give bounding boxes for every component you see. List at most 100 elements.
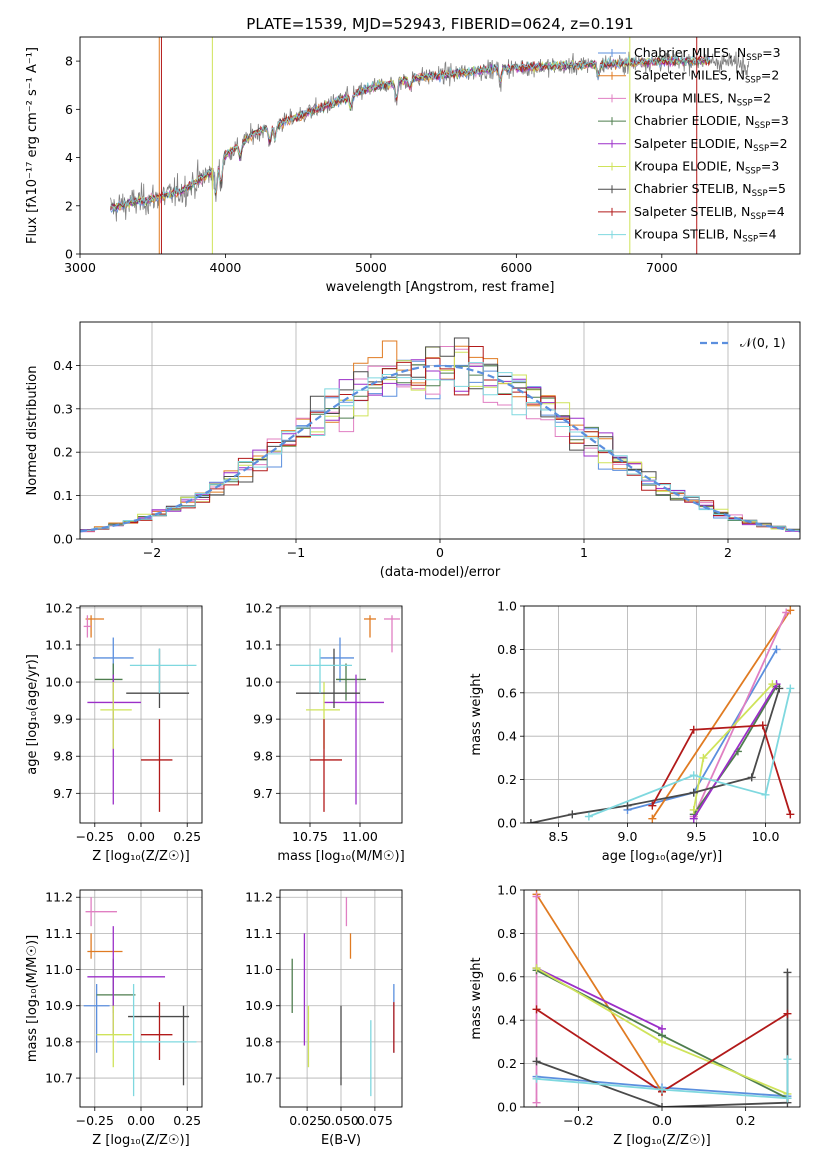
- normal-distribution-curve: [80, 364, 800, 533]
- age_vs_Z-x-label: Z [log₁₀(Z/Z☉)]: [92, 849, 189, 864]
- weight-marker-krou_stelib: [532, 1074, 541, 1083]
- weight-line-krou_stelib: [588, 688, 792, 818]
- weight-marker-krou_stelib: [658, 1085, 666, 1094]
- weight_vs_age-y-label: mass weight: [469, 673, 484, 755]
- mass_vs_ebv-y-tick-label: 11.2: [245, 890, 273, 905]
- mass_vs_Z-y-tick-label: 11.2: [45, 890, 73, 905]
- weight-marker-krou_elodie: [532, 964, 541, 973]
- residuals-y-tick-label: 0.1: [53, 488, 73, 503]
- age_vs_mass-ticks: 10.75 11.00 9.7 9.8 9.9 10.0 10.1 10.2: [245, 600, 378, 844]
- weight_vs_Z-y-tick-label: 0.4: [497, 1013, 517, 1028]
- mass_vs_ebv-x-tick-label: 0.050: [323, 1113, 359, 1128]
- weight_vs_age-y-tick-label: 0.6: [497, 685, 517, 700]
- weight-marker-chab_stelib: [747, 773, 756, 782]
- errorbar-point-krou_stelib: [116, 984, 197, 1097]
- weight_vs_Z-x-tick-label: 0.0: [652, 1113, 672, 1128]
- weight-marker-salp_miles: [648, 814, 657, 823]
- errorbar-point-chab_stelib: [296, 648, 360, 709]
- weight-marker-chab_miles: [772, 645, 781, 654]
- spectrum-y-tick-label: 4: [65, 150, 73, 165]
- weight-marker-krou_stelib: [584, 812, 593, 821]
- weight_vs_Z-plot-area: [532, 890, 792, 1107]
- weight-marker-chab_stelib: [689, 788, 698, 797]
- spectrum-x-label: wavelength [Angstrom, rest frame]: [326, 280, 555, 295]
- mass_vs_ebv-x-tick-label: 0.075: [357, 1113, 393, 1128]
- weight-marker-krou_miles: [532, 892, 541, 901]
- mass_vs_ebv-frame: [279, 889, 403, 1108]
- weight_vs_Z-x-tick-label: 0.2: [736, 1113, 756, 1128]
- legend-label-chab_elodie: Chabrier ELODIE, NSSP=3: [634, 113, 789, 131]
- mass_vs_Z-plot-area: [83, 897, 197, 1097]
- mass_vs_Z-x-label: Z [log₁₀(Z/Z☉)]: [92, 1133, 189, 1148]
- age_vs_Z-x-tick-label: 0.25: [173, 829, 201, 844]
- age-vs-metallicity-panel: −0.25 0.00 0.25 9.7 9.8 9.9 10.0 10.1 10.2 Z [log…: [25, 600, 203, 864]
- errorbar-point-krou_elodie: [100, 682, 132, 749]
- mass_vs_ebv-plot-area: [291, 897, 395, 1097]
- mass_vs_ebv-x-tick-label: 0.025: [289, 1113, 325, 1128]
- weight-marker-chab_stelib: [658, 1103, 666, 1107]
- age_vs_mass-grid: [280, 606, 402, 823]
- weight-marker-salp_elodie: [658, 1024, 666, 1033]
- age_vs_mass-x-label: mass [log₁₀(M/M☉)]: [277, 849, 404, 864]
- spectrum-legend: Chabrier MILES, NSSP=3 Salpeter MILES, NS…: [598, 45, 789, 245]
- age_vs_Z-y-tick-label: 10.2: [45, 600, 73, 615]
- weight-marker-krou_stelib: [783, 1094, 792, 1103]
- residuals-x-tick-label: −1: [287, 545, 305, 560]
- residuals-x-tick-label: 2: [724, 545, 732, 560]
- legend-label-normal: 𝒩(0, 1): [740, 335, 786, 350]
- age_vs_Z-x-tick-label: 0.00: [127, 829, 155, 844]
- mass_vs_Z-y-label: mass [log₁₀(M/M☉)]: [25, 935, 40, 1062]
- weight-marker-krou_stelib: [761, 790, 770, 799]
- spectrum-y-label: Flux [fλ10⁻¹⁷ erg cm⁻² s⁻¹ A⁻¹]: [25, 47, 40, 244]
- weight-marker-chab_stelib: [532, 1057, 541, 1066]
- spectrum-plot-area: [110, 37, 750, 254]
- weight_vs_age-y-tick-label: 0.2: [497, 772, 517, 787]
- weight_vs_age-frame: [523, 605, 801, 824]
- weight-line-salp_elodie: [692, 683, 778, 820]
- age_vs_mass-y-tick-label: 10.2: [245, 600, 273, 615]
- figure-title: PLATE=1539, MJD=52943, FIBERID=0624, z=0…: [246, 15, 633, 33]
- weight_vs_age-x-tick-label: 8.5: [549, 829, 569, 844]
- spectrum-x-tick-label: 3000: [64, 260, 96, 275]
- age_vs_Z-frame: [79, 605, 203, 824]
- residuals-y-tick-label: 0.2: [53, 445, 73, 460]
- weight_vs_age-x-label: age [log₁₀(age/yr)]: [602, 849, 723, 864]
- weight_vs_Z-frame: [523, 889, 801, 1108]
- age_vs_Z-x-tick-label: −0.25: [76, 829, 114, 844]
- weight-line-salp_miles: [651, 609, 792, 820]
- age_vs_mass-x-tick-label: 11.00: [342, 829, 378, 844]
- residuals-y-tick-label: 0.4: [53, 358, 73, 373]
- mass_vs_Z-ticks: −0.25 0.00 0.25 10.7 10.8 10.9 11.0 11.1 11.2: [45, 890, 201, 1128]
- errorbar-point-salp_stelib: [310, 719, 342, 812]
- mass_vs_ebv-y-tick-label: 10.7: [245, 1071, 273, 1086]
- weight_vs_age-x-tick-label: 9.5: [687, 829, 707, 844]
- weight_vs_Z-y-tick-label: 1.0: [497, 883, 517, 898]
- residuals-x-tick-label: 1: [580, 545, 588, 560]
- residuals-x-label: (data-model)/error: [380, 565, 501, 580]
- weight_vs_Z-ticks: −0.2 0.0 0.2 0.0 0.2 0.4 0.6 0.8 1.0: [497, 883, 755, 1129]
- errorbar-point-krou_stelib: [290, 648, 352, 694]
- age_vs_mass-plot-area: [290, 615, 400, 812]
- weight-marker-krou_miles: [782, 608, 791, 617]
- weight-marker-krou_stelib: [786, 684, 795, 693]
- legend-label-krou_stelib: Kroupa STELIB, NSSP=4: [634, 227, 777, 245]
- age_vs_Z-y-tick-label: 9.8: [53, 749, 73, 764]
- spectrum-x-tick-label: 7000: [646, 260, 678, 275]
- weight_vs_age-x-tick-label: 9.0: [618, 829, 638, 844]
- age_vs_Z-ticks: −0.25 0.00 0.25 9.7 9.8 9.9 10.0 10.1 10.2: [45, 600, 201, 844]
- mass_vs_ebv-y-tick-label: 10.9: [245, 998, 273, 1013]
- legend-label-salp_miles: Salpeter MILES, NSSP=2: [634, 68, 779, 86]
- legend-label-chab_miles: Chabrier MILES, NSSP=3: [634, 45, 781, 63]
- weight-marker-krou_elodie: [658, 1037, 666, 1046]
- errorbar-point-krou_miles: [85, 897, 117, 927]
- residuals-legend: 𝒩(0, 1): [700, 335, 786, 350]
- weight_vs_age-y-tick-label: 0.8: [497, 642, 517, 657]
- residuals-y-tick-label: 0.3: [53, 401, 73, 416]
- weight-line-salp_elodie: [536, 967, 663, 1030]
- weight-marker-krou_miles: [532, 1098, 541, 1107]
- age_vs_mass-y-tick-label: 10.0: [245, 675, 273, 690]
- legend-label-salp_stelib: Salpeter STELIB, NSSP=4: [634, 204, 785, 222]
